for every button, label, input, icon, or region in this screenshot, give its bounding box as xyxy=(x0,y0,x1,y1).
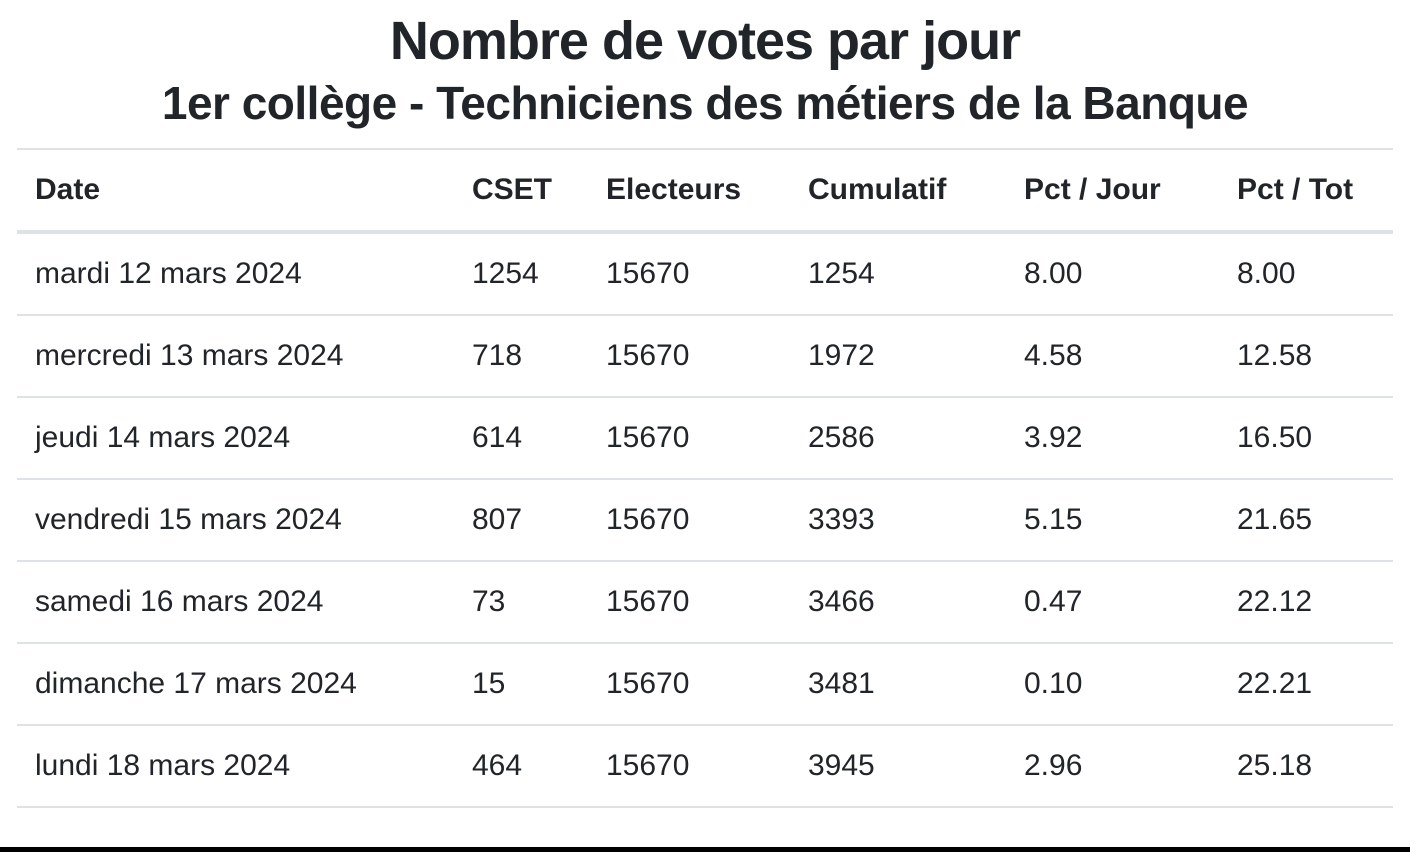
cell-electeurs: 15670 xyxy=(588,479,790,562)
cell-cset: 1254 xyxy=(454,232,588,316)
cell-pct-tot: 21.65 xyxy=(1219,479,1393,562)
cell-date: jeudi 14 mars 2024 xyxy=(17,397,454,480)
cell-electeurs: 15670 xyxy=(588,397,790,480)
cell-cumulatif: 3466 xyxy=(790,561,1006,644)
cell-cumulatif: 2586 xyxy=(790,397,1006,480)
cell-cumulatif: 3481 xyxy=(790,643,1006,726)
cell-electeurs: 15670 xyxy=(588,232,790,316)
page-content: Nombre de votes par jour 1er collège - T… xyxy=(0,10,1410,808)
cell-pct-jour: 0.10 xyxy=(1006,643,1219,726)
cell-pct-tot: 16.50 xyxy=(1219,397,1393,480)
column-header-pct-tot: Pct / Tot xyxy=(1219,148,1393,234)
table-row: jeudi 14 mars 2024 614 15670 2586 3.92 16.50 xyxy=(17,397,1393,480)
cell-date: samedi 16 mars 2024 xyxy=(17,561,454,644)
cell-pct-tot: 22.21 xyxy=(1219,643,1393,726)
cell-pct-tot: 22.12 xyxy=(1219,561,1393,644)
column-header-cset: CSET xyxy=(454,148,588,234)
cell-pct-jour: 8.00 xyxy=(1006,232,1219,316)
column-header-cumulatif: Cumulatif xyxy=(790,148,1006,234)
votes-table-body: mardi 12 mars 2024 1254 15670 1254 8.00 8.00 m… xyxy=(17,232,1393,808)
cell-date: lundi 18 mars 2024 xyxy=(17,725,454,808)
cell-date: vendredi 15 mars 2024 xyxy=(17,479,454,562)
table-header-row: Date CSET Electeurs Cumulatif Pct / Jour Pct … xyxy=(17,148,1393,234)
table-row: lundi 18 mars 2024 464 15670 3945 2.96 25.18 xyxy=(17,725,1393,808)
cell-date: mercredi 13 mars 2024 xyxy=(17,315,454,398)
table-row: mercredi 13 mars 2024 718 15670 1972 4.58 12.… xyxy=(17,315,1393,398)
cell-pct-jour: 3.92 xyxy=(1006,397,1219,480)
cell-cset: 807 xyxy=(454,479,588,562)
cell-pct-jour: 0.47 xyxy=(1006,561,1219,644)
cell-pct-jour: 2.96 xyxy=(1006,725,1219,808)
cell-pct-tot: 25.18 xyxy=(1219,725,1393,808)
table-row: mardi 12 mars 2024 1254 15670 1254 8.00 8.00 xyxy=(17,232,1393,316)
bottom-border-bar xyxy=(0,847,1410,852)
page-subtitle: 1er collège - Techniciens des métiers de… xyxy=(161,77,1249,129)
table-row: vendredi 15 mars 2024 807 15670 3393 5.15 21.… xyxy=(17,479,1393,562)
cell-electeurs: 15670 xyxy=(588,643,790,726)
page-title: Nombre de votes par jour xyxy=(389,11,1021,71)
cell-cumulatif: 3945 xyxy=(790,725,1006,808)
cell-date: mardi 12 mars 2024 xyxy=(17,232,454,316)
cell-cset: 464 xyxy=(454,725,588,808)
cell-cset: 614 xyxy=(454,397,588,480)
column-header-pct-jour: Pct / Jour xyxy=(1006,148,1219,234)
cell-cumulatif: 1972 xyxy=(790,315,1006,398)
column-header-electeurs: Electeurs xyxy=(588,148,790,234)
cell-cset: 15 xyxy=(454,643,588,726)
cell-electeurs: 15670 xyxy=(588,725,790,808)
cell-pct-tot: 12.58 xyxy=(1219,315,1393,398)
cell-date: dimanche 17 mars 2024 xyxy=(17,643,454,726)
cell-electeurs: 15670 xyxy=(588,315,790,398)
cell-pct-jour: 4.58 xyxy=(1006,315,1219,398)
votes-table: Date CSET Electeurs Cumulatif Pct / Jour Pct … xyxy=(17,148,1393,808)
cell-cset: 73 xyxy=(454,561,588,644)
cell-cumulatif: 1254 xyxy=(790,232,1006,316)
cell-electeurs: 15670 xyxy=(588,561,790,644)
cell-cset: 718 xyxy=(454,315,588,398)
cell-pct-jour: 5.15 xyxy=(1006,479,1219,562)
table-row: samedi 16 mars 2024 73 15670 3466 0.47 22.12 xyxy=(17,561,1393,644)
column-header-date: Date xyxy=(17,148,454,234)
cell-cumulatif: 3393 xyxy=(790,479,1006,562)
table-row: dimanche 17 mars 2024 15 15670 3481 0.10 22.2… xyxy=(17,643,1393,726)
cell-pct-tot: 8.00 xyxy=(1219,232,1393,316)
